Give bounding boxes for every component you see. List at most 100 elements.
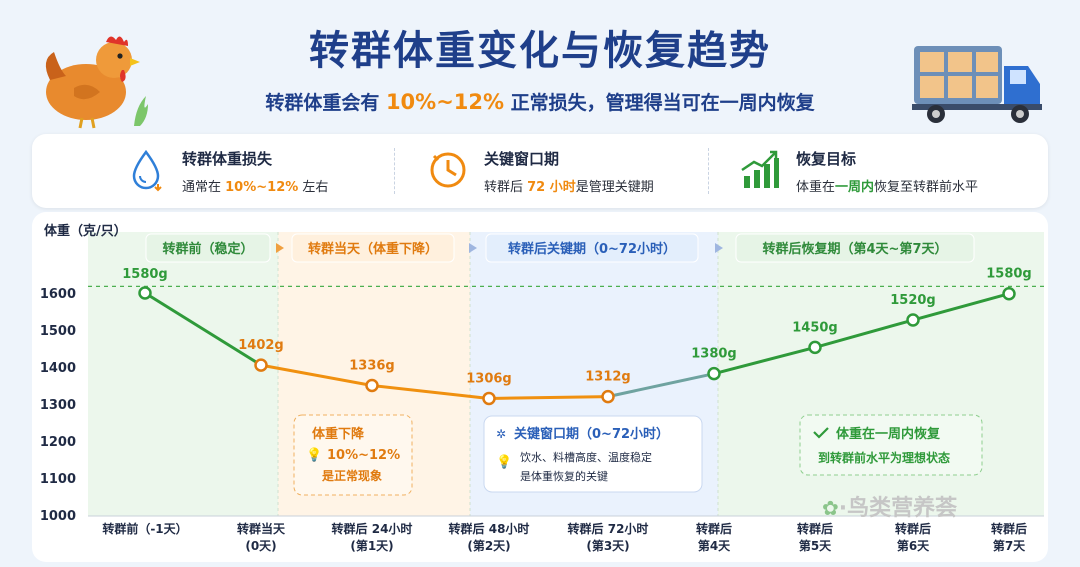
phase-label: 转群后关键期（0~72小时）	[508, 241, 676, 257]
data-point	[707, 366, 721, 381]
subtitle-highlight: 10%~12%	[385, 90, 505, 114]
info-text-hl: 一周内	[835, 180, 875, 195]
data-label: 1380g	[691, 347, 737, 362]
x-tick-label: 转群前（-1天）	[102, 521, 187, 536]
series-line-drop	[144, 291, 262, 367]
page-subtitle: 转群体重会有 10%~12% 正常损失，管理得当可在一周内恢复	[0, 88, 1080, 115]
annotation-text: 10%~12%	[327, 448, 400, 463]
sparkle-icon: ✲	[496, 427, 506, 441]
annotation-text: 体重下降	[312, 426, 365, 442]
series-line-recovery	[713, 292, 1010, 376]
data-point	[906, 313, 920, 327]
y-tick-label: 1200	[40, 435, 76, 450]
annotation-text: 是正常现象	[321, 468, 382, 483]
watermark-text: ·鸟类营养荟	[838, 496, 958, 521]
x-tick-label: 转群当天	[237, 521, 286, 536]
annotation-box-drop	[293, 414, 413, 496]
x-tick-label: 第7天	[993, 538, 1026, 553]
data-point	[138, 286, 152, 300]
info-title: 转群体重损失	[182, 150, 273, 168]
x-tick-label: 转群后	[797, 521, 833, 536]
water-drop-icon	[124, 148, 168, 192]
divider	[394, 148, 395, 194]
info-card-recovery: 恢复目标 体重在一周内恢复至转群前水平	[738, 134, 1038, 208]
series-line-transition	[607, 372, 715, 399]
subtitle-pre: 转群体重会有	[265, 92, 386, 114]
data-point	[601, 389, 615, 404]
x-tick-label: 第4天	[698, 538, 731, 553]
data-point	[808, 340, 822, 355]
data-label: 1580g	[122, 267, 168, 282]
x-tick-label: 第5天	[799, 538, 832, 553]
lightbulb-icon: 💡	[306, 447, 322, 463]
info-text-pre: 转群后	[484, 180, 528, 195]
x-tick-label: 转群后	[696, 521, 732, 536]
subtitle-post: 正常损失，管理得当可在一周内恢复	[504, 92, 815, 114]
x-tick-label: (第3天)	[586, 538, 629, 553]
info-title: 关键窗口期	[484, 150, 560, 168]
info-title: 恢复目标	[796, 150, 857, 168]
annotation-title: 关键窗口期（0~72小时）	[514, 426, 669, 442]
phase-pill	[735, 233, 975, 263]
x-tick-label: 转群后	[991, 521, 1027, 536]
data-label: 1312g	[585, 370, 631, 385]
info-text-pre: 体重在	[796, 180, 836, 195]
y-tick-label: 1400	[40, 361, 76, 376]
info-bar: 转群体重损失 通常在 10%~12% 左右 关键窗口期 转群后 72 小时是管理…	[32, 134, 1048, 208]
y-tick-label: 1500	[40, 324, 76, 339]
annotation-box-window	[483, 415, 703, 493]
data-label: 1306g	[466, 371, 512, 386]
hen-illustration	[36, 30, 166, 130]
x-tick-label: (0天)	[245, 539, 276, 553]
phase-label: 转群当天（体重下降）	[308, 241, 438, 257]
info-text-pre: 通常在	[182, 180, 226, 195]
annotation-box-recovery	[799, 414, 983, 476]
annotation-text: 饮水、料槽高度、温度稳定	[520, 450, 652, 464]
y-axis-label: 体重（克/只）	[44, 223, 127, 239]
page-title: 转群体重变化与恢复趋势	[309, 28, 771, 74]
data-label: 1402g	[238, 338, 284, 353]
growth-chart-icon	[738, 148, 782, 192]
info-text: 通常在 10%~12% 左右	[182, 176, 328, 195]
y-tick-label: 1300	[40, 398, 76, 413]
arrow-icon	[469, 243, 477, 253]
data-point	[1002, 286, 1016, 301]
info-text: 体重在一周内恢复至转群前水平	[796, 176, 978, 195]
data-label: 1580g	[986, 267, 1032, 282]
y-tick-label: 1100	[40, 472, 76, 487]
annotation-text: 是体重恢复的关键	[520, 469, 608, 483]
watermark: ✿·鸟类营养荟	[822, 490, 957, 522]
info-text-post: 是管理关键期	[575, 180, 654, 195]
info-text-hl: 72 小时	[527, 180, 576, 195]
info-card-weight-loss: 转群体重损失 通常在 10%~12% 左右	[124, 134, 404, 208]
lightbulb-icon: 💡	[496, 454, 512, 470]
data-point	[482, 391, 496, 406]
y-tick-label: 1000	[40, 509, 76, 524]
divider	[708, 148, 709, 194]
data-label: 1520g	[890, 293, 936, 308]
phase-pill	[485, 233, 699, 263]
phase-label: 转群后恢复期（第4天~第7天）	[763, 241, 948, 257]
info-card-key-window: 关键窗口期 转群后 72 小时是管理关键期	[426, 134, 706, 208]
x-tick-label: (第2天)	[467, 538, 510, 553]
data-point	[254, 358, 268, 372]
arrow-icon	[276, 243, 284, 253]
x-tick-label: (第1天)	[350, 538, 393, 553]
phase-pill	[291, 233, 455, 263]
data-label: 1336g	[349, 359, 395, 374]
check-icon	[813, 427, 829, 439]
x-tick-label: 第6天	[897, 538, 930, 553]
data-point	[365, 378, 379, 393]
annotation-text: 体重在一周内恢复	[836, 426, 941, 442]
phase-band	[88, 232, 278, 516]
x-tick-label: 转群后 24小时	[332, 521, 413, 536]
clock-icon	[426, 148, 470, 192]
x-tick-label: 转群后 48小时	[449, 521, 530, 536]
phase-label: 转群前（稳定）	[162, 241, 253, 257]
info-text-post: 恢复至转群前水平	[874, 180, 979, 195]
annotation-text: 到转群前水平为理想状态	[818, 450, 950, 465]
phase-pill	[145, 233, 271, 263]
x-tick-label: 转群后	[895, 521, 931, 536]
y-tick-label: 1600	[40, 287, 76, 302]
